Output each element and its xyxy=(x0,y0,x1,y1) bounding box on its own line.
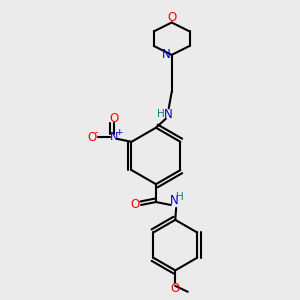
Text: N: N xyxy=(162,48,171,62)
Text: H: H xyxy=(176,192,184,202)
Text: -: - xyxy=(94,127,98,137)
Text: N: N xyxy=(169,194,178,207)
Text: +: + xyxy=(115,128,123,137)
Text: O: O xyxy=(171,282,180,295)
Text: O: O xyxy=(109,112,118,124)
Text: H: H xyxy=(157,109,164,119)
Text: N: N xyxy=(164,108,173,121)
Text: O: O xyxy=(88,131,97,144)
Text: N: N xyxy=(110,132,118,142)
Text: O: O xyxy=(130,199,140,212)
Text: O: O xyxy=(167,11,176,24)
